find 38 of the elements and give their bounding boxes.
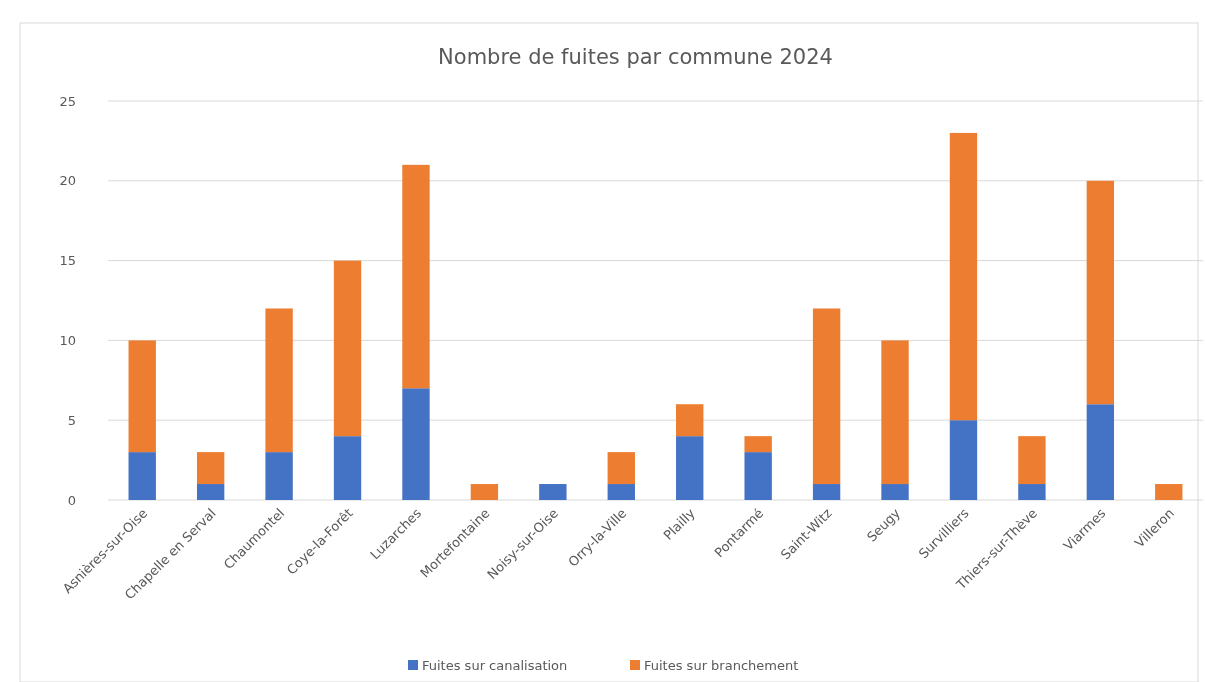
bar — [812, 484, 841, 500]
bar — [402, 164, 430, 389]
bar — [1086, 404, 1115, 500]
bar — [1086, 180, 1115, 405]
legend-label: Fuites sur canalisation — [422, 657, 568, 673]
y-tick-label: 0 — [67, 492, 76, 508]
bar — [1018, 484, 1046, 500]
bar — [744, 436, 772, 453]
bar — [744, 452, 772, 500]
bar — [812, 308, 841, 485]
bar — [881, 484, 909, 500]
bar — [881, 340, 909, 485]
bar — [265, 308, 293, 453]
chart-title: Nombre de fuites par commune 2024 — [438, 45, 833, 69]
y-tick-label: 10 — [59, 332, 76, 348]
bar — [128, 340, 156, 453]
bar — [676, 404, 704, 437]
bar — [196, 484, 225, 500]
bar — [949, 420, 978, 500]
bar — [333, 260, 362, 437]
bar — [1018, 436, 1046, 485]
y-tick-label: 20 — [59, 173, 76, 189]
bar — [607, 484, 635, 500]
y-tick-label: 5 — [67, 412, 76, 428]
legend-label: Fuites sur branchement — [644, 657, 799, 673]
y-tick-label: 25 — [59, 93, 76, 109]
bar — [1155, 484, 1183, 500]
bar — [402, 388, 430, 500]
bar — [607, 452, 635, 485]
y-tick-label: 15 — [59, 253, 76, 269]
bar — [333, 436, 362, 500]
bar — [128, 452, 156, 500]
bar — [539, 484, 567, 500]
bar — [265, 452, 293, 500]
bar — [470, 484, 499, 500]
bar — [949, 132, 978, 421]
bar — [676, 436, 704, 500]
bar — [196, 452, 225, 485]
